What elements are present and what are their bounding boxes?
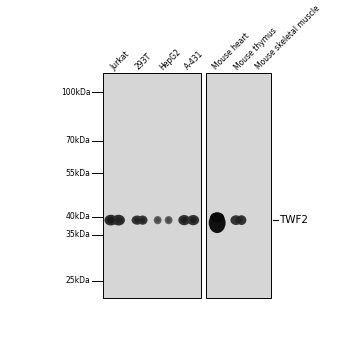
Ellipse shape	[187, 215, 199, 225]
Text: 25kDa: 25kDa	[66, 276, 91, 285]
Ellipse shape	[115, 217, 122, 223]
Ellipse shape	[209, 212, 226, 233]
Ellipse shape	[190, 217, 196, 223]
Text: A-431: A-431	[183, 49, 205, 72]
Ellipse shape	[178, 215, 190, 225]
Ellipse shape	[235, 217, 243, 223]
Text: Mouse heart: Mouse heart	[211, 32, 251, 72]
Ellipse shape	[112, 215, 125, 225]
Text: Jurkat: Jurkat	[109, 49, 131, 72]
Ellipse shape	[154, 216, 162, 224]
Text: TWF2: TWF2	[279, 215, 308, 225]
Ellipse shape	[104, 215, 117, 225]
Ellipse shape	[134, 217, 140, 223]
Ellipse shape	[164, 216, 173, 224]
Text: 293T: 293T	[133, 52, 154, 72]
Ellipse shape	[166, 218, 171, 223]
Text: HepG2: HepG2	[158, 47, 183, 72]
Text: 55kDa: 55kDa	[66, 169, 91, 178]
Bar	[103, 73, 202, 298]
Text: 100kDa: 100kDa	[61, 88, 91, 97]
Text: Mouse thymus: Mouse thymus	[232, 26, 278, 72]
Ellipse shape	[210, 212, 224, 223]
Text: Mouse skeletal muscle: Mouse skeletal muscle	[254, 4, 322, 72]
Text: 35kDa: 35kDa	[66, 230, 91, 239]
Ellipse shape	[132, 216, 143, 225]
Ellipse shape	[231, 215, 242, 225]
Ellipse shape	[155, 218, 160, 223]
Text: 70kDa: 70kDa	[66, 136, 91, 145]
Ellipse shape	[107, 217, 115, 223]
Bar	[207, 73, 271, 298]
Ellipse shape	[138, 216, 148, 225]
Text: 40kDa: 40kDa	[66, 212, 91, 221]
Ellipse shape	[237, 215, 246, 225]
Ellipse shape	[181, 217, 188, 223]
Ellipse shape	[140, 217, 145, 223]
